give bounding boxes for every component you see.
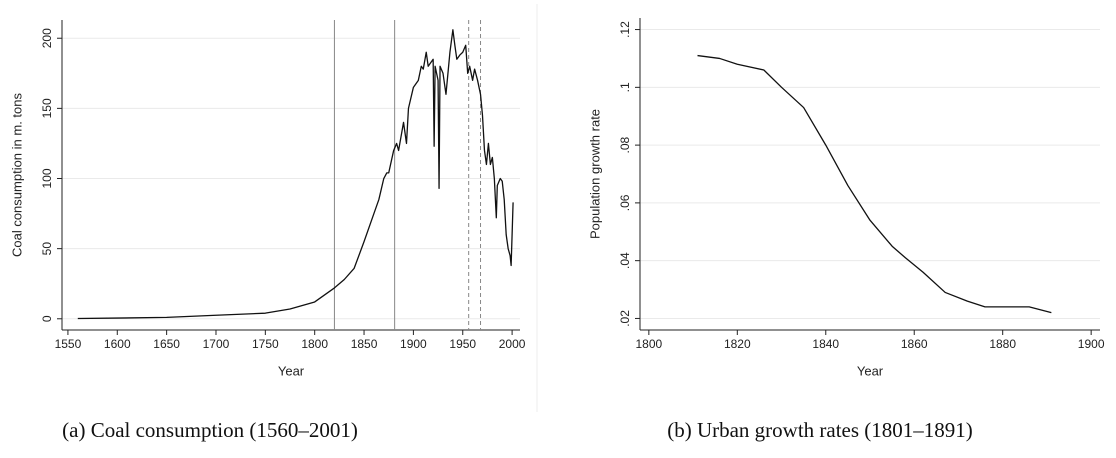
y-tick-label: 50 [40,242,54,256]
y-tick-label: 100 [40,168,54,188]
x-tick-label: 1900 [400,337,427,351]
y-tick-label: .04 [618,252,632,269]
caption: (b) Urban growth rates (1801–1891) [667,418,973,442]
data-line [697,54,1052,314]
x-tick-label: 1840 [812,337,839,351]
x-axis-title: Year [278,363,305,378]
x-tick-label: 1700 [203,337,230,351]
x-tick-label: 2000 [499,337,526,351]
x-axis-title: Year [857,363,884,378]
y-tick-label: 150 [40,98,54,118]
y-axis-title: Coal consumption in m. tons [9,92,24,257]
data-line [77,29,514,320]
x-tick-label: 1900 [1078,337,1105,351]
x-tick-label: 1880 [989,337,1016,351]
x-tick-label: 1750 [252,337,279,351]
y-tick-label: .08 [618,136,632,153]
y-tick-label: .02 [618,310,632,327]
x-tick-label: 1800 [635,337,662,351]
y-tick-label: .1 [618,82,632,92]
x-tick-label: 1550 [55,337,82,351]
y-tick-label: .12 [618,21,632,38]
x-tick-label: 1950 [449,337,476,351]
y-tick-label: .06 [618,194,632,211]
x-tick-label: 1600 [104,337,131,351]
y-tick-label: 0 [40,315,54,322]
x-tick-label: 1650 [153,337,180,351]
x-tick-label: 1800 [301,337,328,351]
y-axis-title: Population growth rate [587,109,602,239]
x-tick-label: 1860 [901,337,928,351]
x-tick-label: 1850 [351,337,378,351]
x-tick-label: 1820 [724,337,751,351]
y-tick-label: 200 [40,28,54,48]
caption: (a) Coal consumption (1560–2001) [62,418,358,442]
